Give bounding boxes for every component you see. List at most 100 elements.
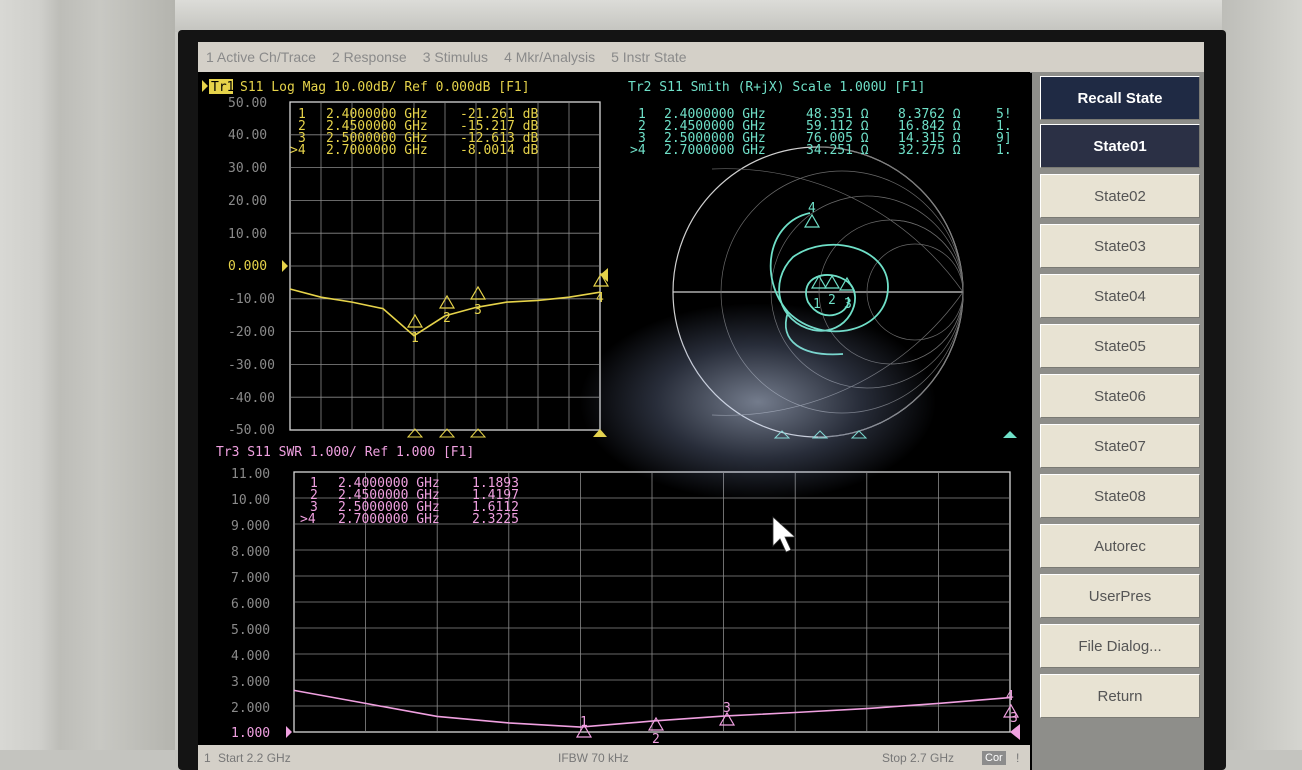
trace1-marker-value: -15.217 dB bbox=[460, 119, 538, 134]
trace3-markers bbox=[575, 703, 1020, 738]
trace2-marker-2-icon bbox=[823, 274, 841, 289]
trace1-tag: Tr1 bbox=[211, 80, 234, 95]
softkey-state01[interactable]: State01 bbox=[1040, 124, 1200, 168]
trace2-marker-freq: 2.5000000 GHz bbox=[664, 131, 766, 146]
trace3-y-tick: 4.000 bbox=[231, 649, 270, 664]
trace2-marker-r: 48.351 Ω bbox=[806, 107, 869, 122]
analyzer-screen: 1 Active Ch/Trace 2 Response 3 Stimulus … bbox=[198, 42, 1204, 770]
softkey-userpres[interactable]: UserPres bbox=[1040, 574, 1200, 618]
trace2-marker-labels: 4 1 2 3 bbox=[808, 201, 852, 312]
trace1-marker-freq: 2.4000000 GHz bbox=[326, 107, 428, 122]
status-ifbw: IFBW 70 kHz bbox=[558, 751, 629, 765]
trace1-y-tick: -50.00 bbox=[228, 423, 275, 438]
softkey-autorec[interactable]: Autorec bbox=[1040, 524, 1200, 568]
trace3-y-tick: 11.00 bbox=[231, 467, 270, 482]
trace3-marker-freq: 2.4000000 GHz bbox=[338, 476, 440, 491]
trace2-marker-x: 14.315 Ω bbox=[898, 131, 961, 146]
trace1-markers bbox=[406, 272, 610, 328]
trace3-ref-arrow-icon bbox=[286, 726, 292, 738]
softkey-state06[interactable]: State06 bbox=[1040, 374, 1200, 418]
status-channel: 1 bbox=[204, 751, 211, 765]
status-bar: 1 Start 2.2 GHz IFBW 70 kHz Stop 2.7 GHz… bbox=[198, 745, 1030, 770]
trace3-y-tick: 9.000 bbox=[231, 519, 270, 534]
smith-chart-outline bbox=[672, 146, 964, 438]
menu-stimulus[interactable]: 3 Stimulus bbox=[422, 49, 489, 65]
softkey-state07[interactable]: State07 bbox=[1040, 424, 1200, 468]
trace2-title: Tr2 S11 Smith (R+jX) Scale 1.000U [F1] bbox=[628, 80, 925, 95]
trace3-marker-num: >4 bbox=[300, 512, 316, 527]
mouse-pointer-icon bbox=[772, 516, 797, 553]
trace1-y-tick: 50.00 bbox=[228, 96, 267, 111]
softkey-file-dialog[interactable]: File Dialog... bbox=[1040, 624, 1200, 668]
trace3-y-tick: 8.000 bbox=[231, 545, 270, 560]
trace1-y-tick: -30.00 bbox=[228, 358, 275, 373]
svg-text:2: 2 bbox=[828, 293, 836, 308]
trace1-line bbox=[289, 288, 601, 337]
trace1-marker-4-icon bbox=[592, 272, 610, 287]
softkey-return[interactable]: Return bbox=[1040, 674, 1200, 718]
instrument-bezel-right bbox=[1222, 0, 1302, 770]
trace1-y-tick: 40.00 bbox=[228, 128, 267, 143]
softkey-state05[interactable]: State05 bbox=[1040, 324, 1200, 368]
trace2-marker-freq: 2.7000000 GHz bbox=[664, 143, 766, 158]
status-stop-freq: Stop 2.7 GHz bbox=[882, 751, 955, 765]
trace1-marker-freq: 2.7000000 GHz bbox=[326, 143, 428, 158]
trace2-marker-x: 8.3762 Ω bbox=[898, 107, 961, 122]
trace3-y-tick: 3.000 bbox=[231, 675, 270, 690]
status-end-flag: ! bbox=[1016, 751, 1020, 765]
trace3-marker-value: 1.6112 bbox=[472, 500, 519, 515]
trace1-header: Tr1 S11 Log Mag 10.00dB/ Ref 0.000dB [F1… bbox=[202, 79, 925, 95]
svg-text:4: 4 bbox=[1006, 689, 1014, 704]
trace2-marker-r: 34.251 Ω bbox=[806, 143, 869, 158]
trace2-marker-x: 16.842 Ω bbox=[898, 119, 961, 134]
trace3-y-tick: 7.000 bbox=[231, 571, 270, 586]
plot-svg: Tr1 S11 Log Mag 10.00dB/ Ref 0.000dB [F1… bbox=[202, 79, 1020, 747]
softkey-title-recall-state: Recall State bbox=[1040, 76, 1200, 120]
trace2-markers bbox=[803, 213, 856, 291]
trace1-marker-value: -12.613 dB bbox=[460, 131, 538, 146]
trace2-marker-num: 2 bbox=[638, 119, 646, 134]
trace3-marker-num: 3 bbox=[310, 500, 318, 515]
svg-text:3: 3 bbox=[723, 701, 731, 716]
trace2-marker-r: 76.005 Ω bbox=[806, 131, 869, 146]
trace1-marker-3-icon bbox=[469, 285, 487, 300]
trace2-marker-3-icon bbox=[838, 276, 856, 291]
trace1-ref-arrow-right-icon bbox=[600, 268, 608, 282]
trace1-y-tick: -40.00 bbox=[228, 391, 275, 406]
trace3-marker-labels: 1 2 3 4 3 bbox=[580, 689, 1018, 747]
trace1-y-tick: 10.00 bbox=[228, 227, 267, 242]
svg-text:3: 3 bbox=[1010, 711, 1018, 726]
trace1-marker-num: >4 bbox=[290, 143, 306, 158]
menu-instr-state[interactable]: 5 Instr State bbox=[611, 49, 687, 65]
trace2-marker-extra: 1. bbox=[996, 143, 1012, 158]
trace1-marker-num: 1 bbox=[298, 107, 306, 122]
trace2-marker-extra: 5! bbox=[996, 107, 1012, 122]
trace3-y-tick: 10.00 bbox=[231, 493, 270, 508]
trace2-marker-4-icon bbox=[803, 213, 821, 228]
softkey-state02[interactable]: State02 bbox=[1040, 174, 1200, 218]
status-cor-badge: Cor bbox=[982, 751, 1006, 765]
softkey-state08[interactable]: State08 bbox=[1040, 474, 1200, 518]
menu-mkr-analysis[interactable]: 4 Mkr/Analysis bbox=[504, 49, 596, 65]
plot-area: Tr1 S11 Log Mag 10.00dB/ Ref 0.000dB [F1… bbox=[198, 72, 1030, 747]
trace3-y-tick: 5.000 bbox=[231, 623, 270, 638]
menu-bar: 1 Active Ch/Trace 2 Response 3 Stimulus … bbox=[198, 42, 1204, 73]
trace1-marker-freq: 2.5000000 GHz bbox=[326, 131, 428, 146]
trace1-marker-table: 1 2.4000000 GHz -21.261 dB 2 2.4500000 G… bbox=[290, 107, 538, 158]
svg-text:1: 1 bbox=[580, 715, 588, 730]
trace3-marker-freq: 2.4500000 GHz bbox=[338, 488, 440, 503]
trace2-marker-extra: 1. bbox=[996, 119, 1012, 134]
trace2-marker-freq: 2.4500000 GHz bbox=[664, 119, 766, 134]
softkey-state04[interactable]: State04 bbox=[1040, 274, 1200, 318]
trace3-marker-4-icon bbox=[1002, 703, 1020, 718]
trace2-marker-num: 1 bbox=[638, 107, 646, 122]
trace1-y-axis: 50.00 40.00 30.00 20.00 10.00 0.000 -10.… bbox=[228, 96, 275, 438]
trace1-ref-tick: 0.000 bbox=[228, 259, 267, 274]
trace2-marker-x: 32.275 Ω bbox=[898, 143, 961, 158]
menu-response[interactable]: 2 Response bbox=[331, 49, 407, 65]
trace3-y-tick: 6.000 bbox=[231, 597, 270, 612]
trace3-line bbox=[293, 689, 1011, 728]
menu-active-ch-trace[interactable]: 1 Active Ch/Trace bbox=[206, 49, 316, 65]
softkey-state03[interactable]: State03 bbox=[1040, 224, 1200, 268]
trace1-ref-arrow-icon bbox=[282, 260, 288, 272]
